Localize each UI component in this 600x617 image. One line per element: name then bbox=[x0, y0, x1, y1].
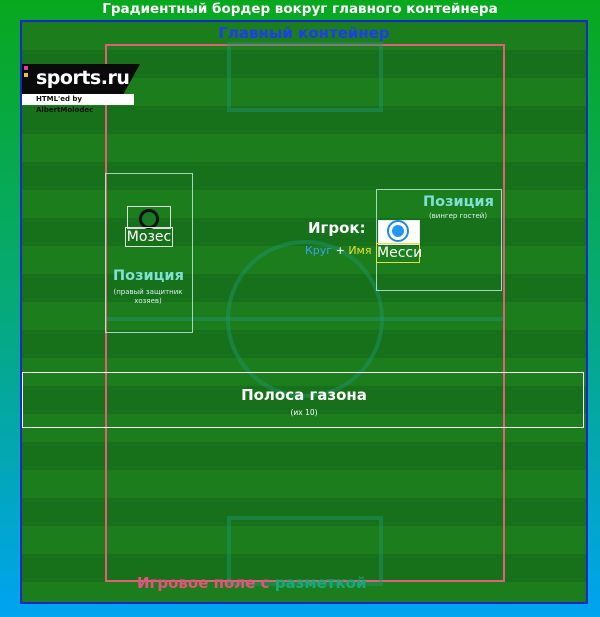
grass-stripe-note: (их 10) bbox=[290, 408, 318, 417]
pitch-caption: Игровое поле с разметкой bbox=[137, 574, 367, 592]
logo-credit: HTML'ed by AlbertMolodec bbox=[22, 94, 134, 114]
grass-stripe-title: Полоса газона bbox=[241, 386, 367, 404]
position-title-home: Позиция bbox=[113, 268, 184, 284]
pitch-caption-main: Игровое поле с bbox=[137, 574, 275, 592]
main-container: Главный контейнер Игровое поле с разметк… bbox=[20, 20, 588, 604]
position-title-away: Позиция bbox=[423, 194, 494, 210]
center-circle bbox=[226, 240, 384, 398]
player-legend-title: Игрок: bbox=[308, 219, 366, 237]
player-legend: Круг + Имя bbox=[305, 244, 371, 257]
position-box-away bbox=[376, 189, 502, 291]
logo-wordmark: sports.ru bbox=[36, 67, 130, 89]
grass-stripe-highlight bbox=[22, 372, 584, 428]
logo-dots-icon bbox=[24, 66, 28, 80]
bottom-penalty-box bbox=[227, 516, 383, 586]
gradient-border-caption: Градиентный бордер вокруг главного конте… bbox=[102, 1, 498, 17]
top-penalty-box bbox=[227, 42, 383, 112]
logo-plate: sports.ru bbox=[22, 64, 140, 94]
main-container-caption: Главный контейнер bbox=[218, 24, 390, 42]
player-name-away[interactable]: Месси bbox=[376, 243, 423, 263]
legend-plus: + bbox=[332, 244, 349, 257]
legend-circle-label: Круг bbox=[305, 244, 333, 257]
pitch-caption-markings: разметкой bbox=[274, 574, 367, 592]
player-circle-home[interactable] bbox=[139, 209, 159, 229]
position-note-away: (вингер гостей) bbox=[428, 212, 488, 220]
pitch: Игровое поле с разметкой bbox=[105, 42, 505, 592]
player-name-home[interactable]: Мозес bbox=[125, 227, 173, 247]
position-box-home bbox=[105, 173, 193, 333]
position-note-home: (правый защитник хозяев) bbox=[113, 288, 183, 305]
player-circle-away[interactable] bbox=[387, 220, 409, 242]
legend-name-label: Имя bbox=[348, 244, 372, 257]
sports-ru-logo[interactable]: sports.ru HTML'ed by AlbertMolodec bbox=[22, 64, 140, 114]
